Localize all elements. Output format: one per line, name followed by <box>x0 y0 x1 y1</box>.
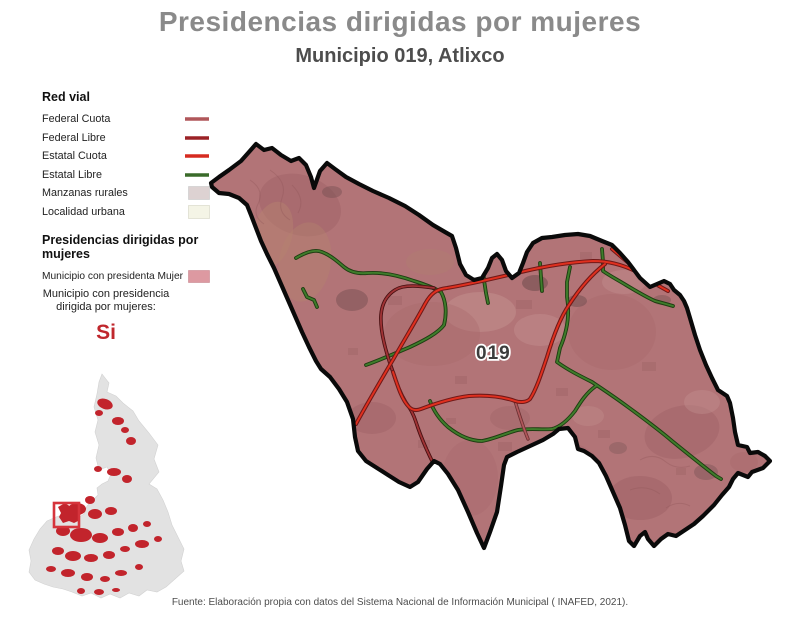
women-led-municipalities <box>46 398 162 595</box>
line-swatch <box>185 173 209 177</box>
legend-item-manzanas-rurales: Manzanas rurales <box>42 184 210 203</box>
legend-item-localidad-urbana: Localidad urbana <box>42 203 210 222</box>
legend: Red vial Federal Cuota Federal Libre Est… <box>42 90 210 285</box>
legend-header-presidencias: Presidencias dirigidas por mujeres <box>42 233 199 262</box>
legend-label: Estatal Libre <box>42 168 103 181</box>
legend-item-federal-cuota: Federal Cuota <box>42 110 210 129</box>
status-answer: Si <box>96 321 116 344</box>
legend-item-estatal-cuota: Estatal Cuota <box>42 147 210 166</box>
municipality-code-label: 019 <box>476 343 511 364</box>
legend-item-federal-libre: Federal Libre <box>42 129 210 148</box>
source-note: Fuente: Elaboración propia con datos del… <box>171 597 629 608</box>
inset-state-map <box>28 373 185 599</box>
legend-label: Federal Cuota <box>42 113 111 126</box>
fill-swatch <box>188 204 210 219</box>
legend-label: Federal Libre <box>42 131 106 144</box>
legend-label: Manzanas rurales <box>42 187 128 200</box>
legend-label: Municipio con presidenta Mujer <box>42 270 183 282</box>
page-title: Presidencias dirigidas por mujeres <box>158 6 642 37</box>
fill-swatch <box>188 186 210 201</box>
line-swatch <box>185 136 209 140</box>
status-panel: Municipio con presidencia dirigida por m… <box>38 288 174 345</box>
line-swatch <box>185 154 209 158</box>
title-block: Presidencias dirigidas por mujeres Munic… <box>0 0 800 68</box>
status-question: Municipio con presidencia dirigida por m… <box>42 288 170 313</box>
inset-highlight-box <box>52 501 81 529</box>
legend-label: Estatal Cuota <box>42 150 107 163</box>
legend-item-presidenta-mujer: Municipio con presidenta Mujer <box>42 267 210 286</box>
fill-swatch <box>188 269 210 283</box>
line-swatch <box>185 117 209 121</box>
legend-item-estatal-libre: Estatal Libre <box>42 166 210 185</box>
legend-label: Localidad urbana <box>42 205 125 218</box>
legend-header-red-vial: Red vial <box>42 90 90 104</box>
page-subtitle: Municipio 019, Atlixco <box>295 45 505 67</box>
